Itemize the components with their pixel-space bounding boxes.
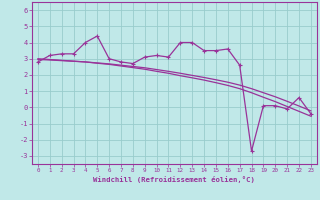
X-axis label: Windchill (Refroidissement éolien,°C): Windchill (Refroidissement éolien,°C) xyxy=(93,176,255,183)
